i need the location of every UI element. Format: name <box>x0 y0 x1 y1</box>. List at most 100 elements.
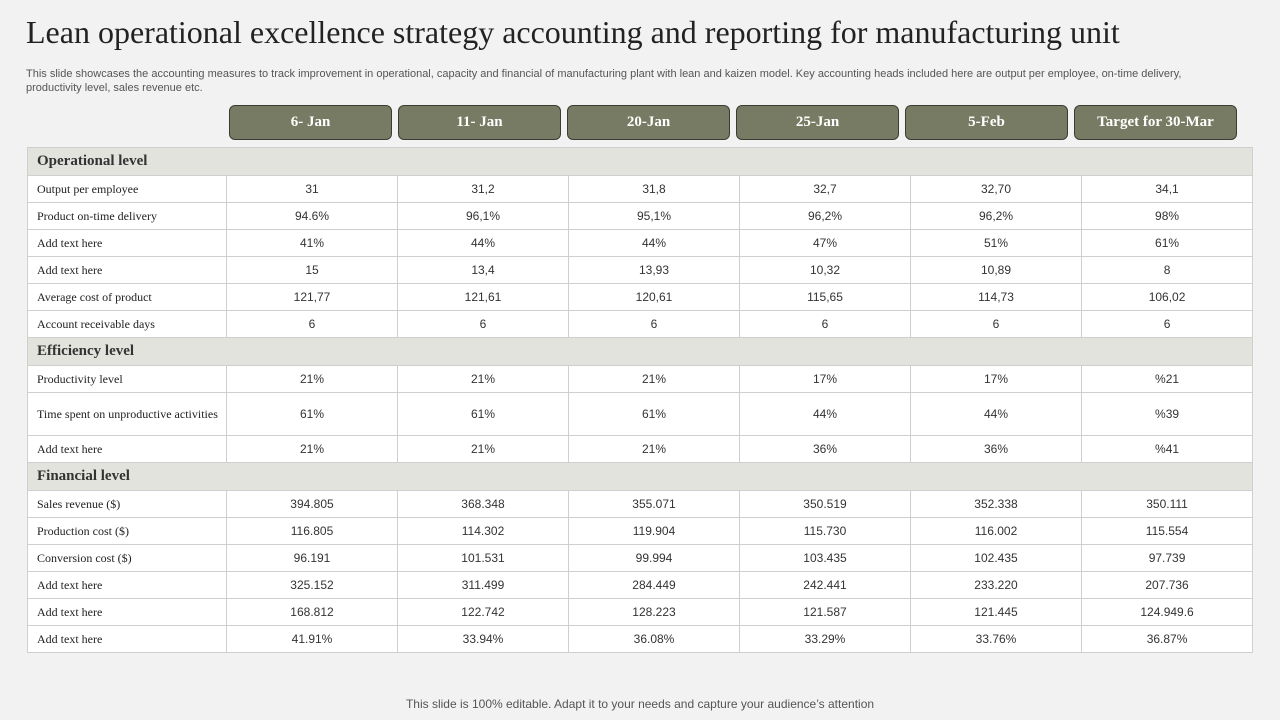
value-cell: 103.435 <box>739 544 911 572</box>
value-cell: 99.994 <box>568 544 740 572</box>
row-label: Add text here <box>27 435 227 463</box>
value-cell: 34,1 <box>1080 175 1254 203</box>
value-cell: 61% <box>226 392 398 436</box>
section-row-operational: Operational level <box>26 147 1254 176</box>
value-cell: 121.587 <box>739 598 911 626</box>
value-cell: 115.554 <box>1080 517 1254 545</box>
value-cell: 15 <box>226 256 398 284</box>
table-row: Productivity level 21% 21% 21% 17% 17% %21 <box>27 365 1254 393</box>
table-row: Average cost of product 121,77 121,61 120,6… <box>27 283 1254 311</box>
value-cell: 21% <box>568 435 740 463</box>
value-cell: %41 <box>1080 435 1254 463</box>
value-cell: 17% <box>739 365 911 393</box>
row-label: Add text here <box>27 256 227 284</box>
table-row: Account receivable days 6 6 6 6 6 6 <box>27 310 1254 338</box>
row-label: Account receivable days <box>27 310 227 338</box>
value-cell: 128.223 <box>568 598 740 626</box>
row-label: Add text here <box>27 571 227 599</box>
page-title: Lean operational excellence strategy acc… <box>26 14 1120 50</box>
section-title: Financial level <box>26 462 1254 491</box>
table-row: Output per employee 31 31,2 31,8 32,7 32,70 34… <box>27 175 1254 203</box>
table-row: Add text here 41% 44% 44% 47% 51% 61% <box>27 229 1254 257</box>
value-cell: 21% <box>568 365 740 393</box>
value-cell: 96,1% <box>397 202 569 230</box>
value-cell: 96,2% <box>910 202 1082 230</box>
table-row: Add text here 21% 21% 21% 36% 36% %41 <box>27 435 1254 463</box>
value-cell: 61% <box>1080 229 1254 257</box>
section-row-financial: Financial level <box>26 462 1254 491</box>
value-cell: 96.191 <box>226 544 398 572</box>
value-cell: 61% <box>397 392 569 436</box>
value-cell: 6 <box>1080 310 1254 338</box>
table-row: Add text here 41.91% 33.94% 36.08% 33.29% 33.… <box>27 625 1254 653</box>
value-cell: 21% <box>226 365 398 393</box>
value-cell: 95,1% <box>568 202 740 230</box>
value-cell: 114,73 <box>910 283 1082 311</box>
value-cell: 115.730 <box>739 517 911 545</box>
value-cell: 124.949.6 <box>1080 598 1254 626</box>
value-cell: 36% <box>910 435 1082 463</box>
value-cell: 116.805 <box>226 517 398 545</box>
row-label: Conversion cost ($) <box>27 544 227 572</box>
table-row: Conversion cost ($) 96.191 101.531 99.994 10… <box>27 544 1254 572</box>
value-cell: 101.531 <box>397 544 569 572</box>
value-cell: 120,61 <box>568 283 740 311</box>
value-cell: 121,61 <box>397 283 569 311</box>
value-cell: 368.348 <box>397 490 569 518</box>
value-cell: 168.812 <box>226 598 398 626</box>
value-cell: 31 <box>226 175 398 203</box>
value-cell: %39 <box>1080 392 1254 436</box>
value-cell: 8 <box>1080 256 1254 284</box>
value-cell: 6 <box>568 310 740 338</box>
value-cell: 21% <box>397 435 569 463</box>
column-header: 25-Jan <box>736 105 899 140</box>
value-cell: 32,7 <box>739 175 911 203</box>
value-cell: 284.449 <box>568 571 740 599</box>
footer-note: This slide is 100% editable. Adapt it to… <box>405 697 875 711</box>
value-cell: 242.441 <box>739 571 911 599</box>
table-row: Add text here 325.152 311.499 284.449 242.44… <box>27 571 1254 599</box>
row-label: Productivity level <box>27 365 227 393</box>
row-label: Sales revenue ($) <box>27 490 227 518</box>
value-cell: 36% <box>739 435 911 463</box>
value-cell: 21% <box>226 435 398 463</box>
column-header: 11- Jan <box>398 105 561 140</box>
value-cell: 33.76% <box>910 625 1082 653</box>
section-title: Operational level <box>26 147 1254 176</box>
column-header: 6- Jan <box>229 105 392 140</box>
value-cell: 44% <box>397 229 569 257</box>
section-title: Efficiency level <box>26 337 1254 366</box>
value-cell: 33.94% <box>397 625 569 653</box>
table-row: Sales revenue ($) 394.805 368.348 355.071 35… <box>27 490 1254 518</box>
value-cell: 394.805 <box>226 490 398 518</box>
value-cell: 116.002 <box>910 517 1082 545</box>
value-cell: 10,32 <box>739 256 911 284</box>
value-cell: 10,89 <box>910 256 1082 284</box>
value-cell: 32,70 <box>910 175 1082 203</box>
table-row: Add text here 168.812 122.742 128.223 121.58… <box>27 598 1254 626</box>
value-cell: 355.071 <box>568 490 740 518</box>
value-cell: 114.302 <box>397 517 569 545</box>
row-label: Average cost of product <box>27 283 227 311</box>
row-label: Product on-time delivery <box>27 202 227 230</box>
value-cell: 102.435 <box>910 544 1082 572</box>
value-cell: 51% <box>910 229 1082 257</box>
page-subtitle: This slide showcases the accounting meas… <box>26 68 1182 94</box>
column-headers: 6- Jan 11- Jan 20-Jan 25-Jan 5-Feb Targe… <box>229 105 1237 140</box>
value-cell: 36.08% <box>568 625 740 653</box>
value-cell: 31,2 <box>397 175 569 203</box>
section-row-efficiency: Efficiency level <box>26 337 1254 366</box>
row-label: Output per employee <box>27 175 227 203</box>
value-cell: 17% <box>910 365 1082 393</box>
value-cell: 31,8 <box>568 175 740 203</box>
table-row: Time spent on unproductive activities 61%… <box>27 392 1254 436</box>
value-cell: 119.904 <box>568 517 740 545</box>
value-cell: 233.220 <box>910 571 1082 599</box>
value-cell: 97.739 <box>1080 544 1254 572</box>
row-label: Add text here <box>27 625 227 653</box>
value-cell: 325.152 <box>226 571 398 599</box>
table-row: Product on-time delivery 94.6% 96,1% 95,1% 9… <box>27 202 1254 230</box>
value-cell: 311.499 <box>397 571 569 599</box>
value-cell: 6 <box>226 310 398 338</box>
value-cell: 96,2% <box>739 202 911 230</box>
